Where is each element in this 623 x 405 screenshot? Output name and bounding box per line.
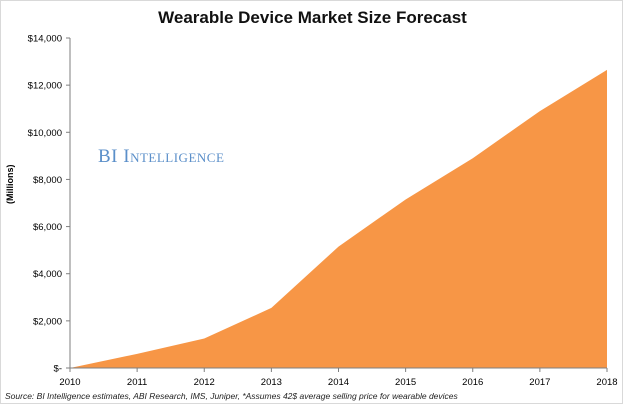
y-tick-label: $-: [54, 364, 62, 375]
x-tick-label: 2014: [328, 377, 349, 388]
x-tick-label: 2016: [462, 377, 483, 388]
y-tick-label: $8,000: [33, 175, 62, 186]
y-tick-label: $14,000: [28, 34, 62, 45]
x-tick-label: 2012: [194, 377, 215, 388]
area-series-0: [70, 69, 607, 369]
chart-title: Wearable Device Market Size Forecast: [158, 8, 467, 27]
x-tick-label: 2015: [395, 377, 416, 388]
x-tick-label: 2017: [529, 377, 550, 388]
y-tick-label: $6,000: [33, 222, 62, 233]
y-tick-label: $2,000: [33, 316, 62, 327]
y-axis-label: (Millions): [5, 164, 15, 205]
y-tick-label: $10,000: [28, 128, 62, 139]
watermark-logo: BI Intelligence: [98, 146, 225, 167]
x-tick-label: 2010: [59, 377, 80, 388]
y-tick-label: $12,000: [28, 81, 62, 92]
x-tick-label: 2011: [127, 377, 147, 388]
x-tick-label: 2018: [596, 377, 617, 388]
source-note: Source: BI Intelligence estimates, ABI R…: [5, 391, 458, 401]
x-tick-label: 2013: [261, 377, 282, 388]
y-tick-label: $4,000: [33, 269, 62, 280]
